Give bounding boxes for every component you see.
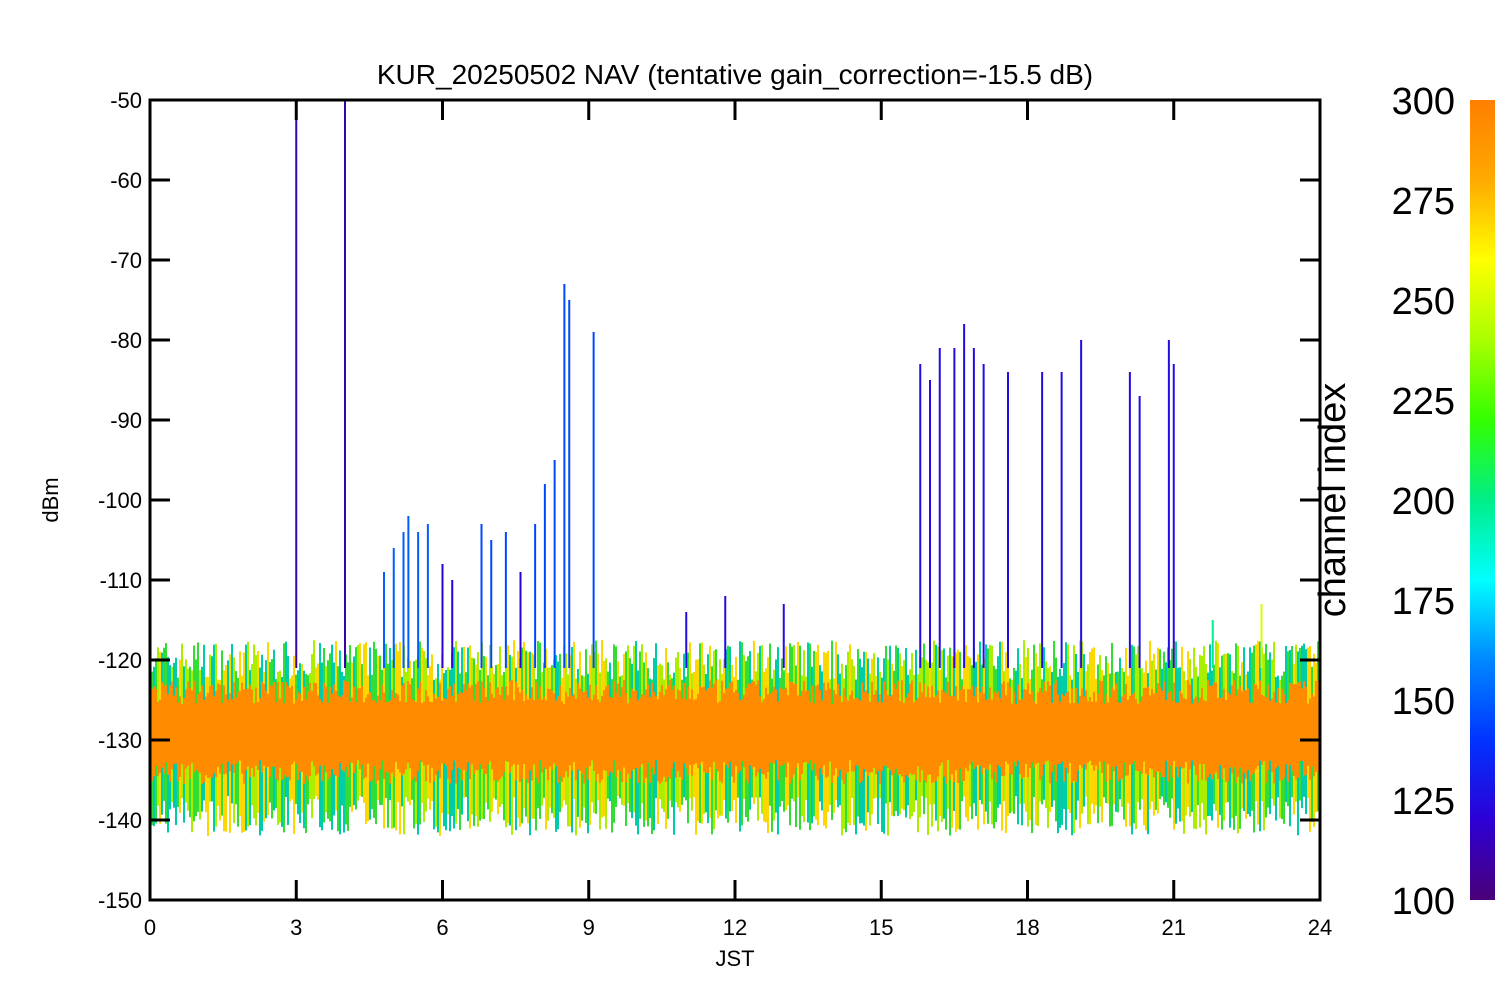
colorbar-tick-label: 200 [1392, 481, 1455, 523]
colorbar-tick-label: 225 [1392, 381, 1455, 423]
x-tick-label: 3 [290, 915, 302, 940]
y-tick-label: -100 [98, 488, 142, 513]
colorbar [1470, 100, 1495, 900]
y-axis-ticks: -50 -60 -70 -80 -90 -100 -110 -120 -130 -140 -150 [98, 88, 1320, 913]
x-axis-ticks: 0 3 6 9 12 15 18 21 24 [144, 100, 1332, 940]
y-tick-label: -80 [110, 328, 142, 353]
spike-series [295, 100, 1263, 668]
x-tick-label: 12 [723, 915, 747, 940]
colorbar-tick-label: 125 [1392, 781, 1455, 823]
y-tick-label: -110 [100, 568, 142, 593]
plot-area [150, 100, 1319, 836]
colorbar-tick-label: 150 [1392, 681, 1455, 723]
colorbar-tick-label: 250 [1392, 281, 1455, 323]
x-tick-label: 18 [1015, 915, 1039, 940]
colorbar-ticks: 300 275 250 225 200 175 150 125 100 [1392, 81, 1455, 923]
y-tick-label: -130 [98, 728, 142, 753]
y-tick-label: -120 [98, 648, 142, 673]
x-tick-label: 9 [583, 915, 595, 940]
y-tick-label: -70 [110, 248, 142, 273]
colorbar-tick-label: 175 [1392, 581, 1455, 623]
y-tick-label: -140 [98, 808, 142, 833]
colorbar-label: channel index [1312, 383, 1354, 618]
chart-title: KUR_20250502 NAV (tentative gain_correct… [377, 59, 1093, 90]
x-axis-label: JST [715, 946, 754, 971]
y-axis-label: dBm [38, 477, 63, 522]
x-tick-label: 0 [144, 915, 156, 940]
y-tick-label: -60 [110, 168, 142, 193]
x-tick-label: 24 [1308, 915, 1332, 940]
y-tick-label: -50 [110, 88, 142, 113]
x-tick-label: 6 [436, 915, 448, 940]
colorbar-tick-label: 300 [1392, 81, 1455, 123]
y-tick-label: -150 [98, 888, 142, 913]
colorbar-tick-label: 100 [1392, 881, 1455, 923]
x-tick-label: 15 [869, 915, 893, 940]
y-tick-label: -90 [110, 408, 142, 433]
x-tick-label: 21 [1162, 915, 1186, 940]
colorbar-tick-label: 275 [1392, 181, 1455, 223]
noise-floor-core [150, 680, 1319, 784]
